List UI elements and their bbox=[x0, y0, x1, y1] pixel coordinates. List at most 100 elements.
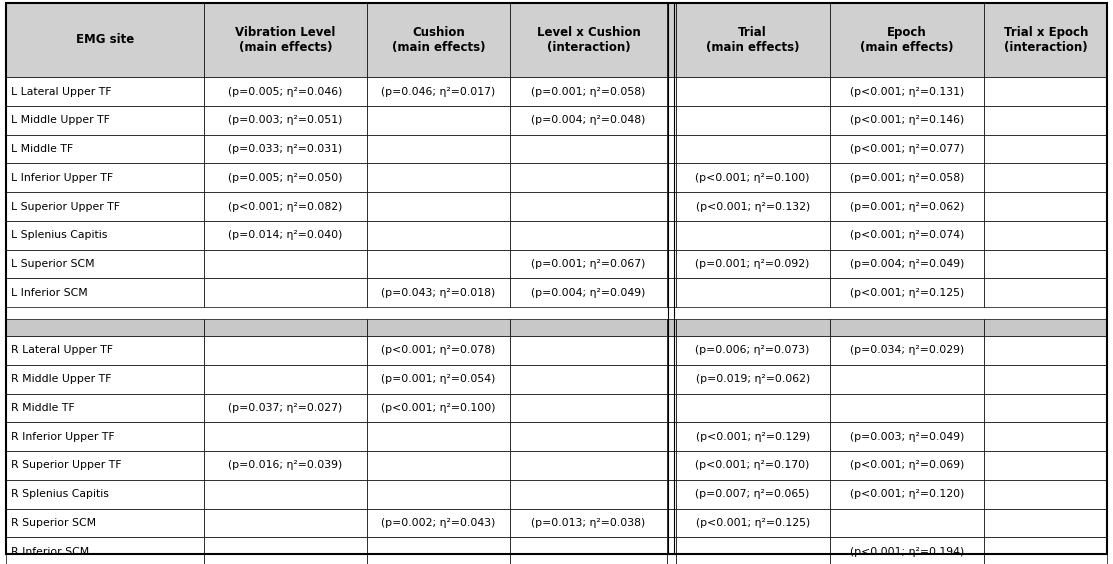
Bar bbox=[984, 250, 1107, 279]
Text: (p=0.001; η²=0.058): (p=0.001; η²=0.058) bbox=[531, 86, 646, 96]
Text: (p<0.001; η²=0.100): (p<0.001; η²=0.100) bbox=[696, 173, 810, 183]
Bar bbox=[510, 336, 667, 365]
Text: (p=0.004; η²=0.048): (p=0.004; η²=0.048) bbox=[531, 115, 646, 125]
Bar bbox=[367, 3, 510, 77]
Text: R Superior Upper TF: R Superior Upper TF bbox=[11, 460, 121, 470]
Bar bbox=[676, 77, 830, 106]
Text: L Middle TF: L Middle TF bbox=[11, 144, 73, 154]
Bar bbox=[6, 319, 204, 336]
Text: (p=0.004; η²=0.049): (p=0.004; η²=0.049) bbox=[531, 288, 646, 298]
Bar bbox=[830, 394, 984, 422]
Bar bbox=[667, 394, 676, 422]
Bar bbox=[204, 192, 367, 221]
Bar bbox=[367, 135, 510, 164]
Text: (p<0.001; η²=0.074): (p<0.001; η²=0.074) bbox=[849, 230, 964, 240]
Bar bbox=[367, 365, 510, 394]
Bar bbox=[984, 106, 1107, 135]
Bar bbox=[510, 164, 667, 192]
Text: Level x Cushion
(interaction): Level x Cushion (interaction) bbox=[536, 26, 640, 54]
Bar bbox=[367, 509, 510, 537]
Bar bbox=[204, 394, 367, 422]
Text: (p<0.001; η²=0.069): (p<0.001; η²=0.069) bbox=[849, 460, 964, 470]
Text: L Inferior Upper TF: L Inferior Upper TF bbox=[11, 173, 114, 183]
Bar bbox=[6, 480, 204, 509]
Bar bbox=[6, 77, 204, 106]
Bar bbox=[367, 221, 510, 250]
Bar bbox=[204, 250, 367, 279]
Bar bbox=[830, 279, 984, 307]
Bar bbox=[830, 192, 984, 221]
Bar bbox=[676, 192, 830, 221]
Bar bbox=[367, 537, 510, 564]
Text: (p<0.001; η²=0.194): (p<0.001; η²=0.194) bbox=[849, 547, 964, 557]
Text: (p=0.003; η²=0.049): (p=0.003; η²=0.049) bbox=[849, 431, 964, 442]
Text: (p=0.019; η²=0.062): (p=0.019; η²=0.062) bbox=[696, 374, 810, 384]
Text: (p=0.046; η²=0.017): (p=0.046; η²=0.017) bbox=[382, 86, 495, 96]
Bar bbox=[204, 135, 367, 164]
Bar bbox=[667, 451, 676, 480]
Text: (p<0.001; η²=0.077): (p<0.001; η²=0.077) bbox=[849, 144, 964, 154]
Bar bbox=[204, 509, 367, 537]
Text: R Superior SCM: R Superior SCM bbox=[11, 518, 96, 528]
Text: (p=0.033; η²=0.031): (p=0.033; η²=0.031) bbox=[228, 144, 343, 154]
Text: (p=0.002; η²=0.043): (p=0.002; η²=0.043) bbox=[382, 518, 495, 528]
Bar bbox=[204, 422, 367, 451]
Bar bbox=[667, 336, 676, 365]
Text: R Inferior Upper TF: R Inferior Upper TF bbox=[11, 431, 115, 442]
Text: (p=0.001; η²=0.092): (p=0.001; η²=0.092) bbox=[696, 259, 810, 269]
Bar bbox=[510, 509, 667, 537]
Bar bbox=[367, 77, 510, 106]
Bar bbox=[676, 480, 830, 509]
Bar bbox=[6, 394, 204, 422]
Bar bbox=[6, 365, 204, 394]
Bar bbox=[830, 164, 984, 192]
Bar bbox=[6, 422, 204, 451]
Bar bbox=[204, 221, 367, 250]
Bar bbox=[510, 106, 667, 135]
Text: R Splenius Capitis: R Splenius Capitis bbox=[11, 489, 109, 499]
Bar bbox=[6, 537, 204, 564]
Bar bbox=[830, 451, 984, 480]
Text: (p<0.001; η²=0.120): (p<0.001; η²=0.120) bbox=[849, 489, 964, 499]
Bar bbox=[667, 192, 676, 221]
Bar bbox=[510, 221, 667, 250]
Bar bbox=[510, 365, 667, 394]
Text: (p=0.016; η²=0.039): (p=0.016; η²=0.039) bbox=[228, 460, 343, 470]
Bar bbox=[676, 221, 830, 250]
Bar bbox=[6, 106, 204, 135]
Bar bbox=[667, 221, 676, 250]
Bar bbox=[676, 250, 830, 279]
Text: (p=0.001; η²=0.058): (p=0.001; η²=0.058) bbox=[849, 173, 964, 183]
Bar bbox=[510, 451, 667, 480]
Text: (p=0.043; η²=0.018): (p=0.043; η²=0.018) bbox=[382, 288, 495, 298]
Bar bbox=[676, 164, 830, 192]
Bar bbox=[984, 192, 1107, 221]
Bar bbox=[6, 135, 204, 164]
Text: L Splenius Capitis: L Splenius Capitis bbox=[11, 230, 108, 240]
Bar bbox=[510, 77, 667, 106]
Bar bbox=[667, 135, 676, 164]
Bar bbox=[984, 537, 1107, 564]
Bar bbox=[6, 164, 204, 192]
Bar bbox=[6, 451, 204, 480]
Bar bbox=[204, 336, 367, 365]
Bar bbox=[667, 164, 676, 192]
Bar bbox=[830, 3, 984, 77]
Text: (p=0.034; η²=0.029): (p=0.034; η²=0.029) bbox=[849, 345, 964, 355]
Bar bbox=[667, 77, 676, 106]
Bar bbox=[830, 77, 984, 106]
Text: (p=0.005; η²=0.046): (p=0.005; η²=0.046) bbox=[228, 86, 343, 96]
Bar bbox=[984, 480, 1107, 509]
Bar bbox=[667, 279, 676, 307]
Text: (p=0.006; η²=0.073): (p=0.006; η²=0.073) bbox=[696, 345, 810, 355]
Bar bbox=[510, 135, 667, 164]
Bar bbox=[667, 319, 676, 336]
Text: R Inferior SCM: R Inferior SCM bbox=[11, 547, 89, 557]
Text: Vibration Level
(main effects): Vibration Level (main effects) bbox=[235, 26, 336, 54]
Bar bbox=[510, 279, 667, 307]
Text: L Superior SCM: L Superior SCM bbox=[11, 259, 95, 269]
Text: R Middle Upper TF: R Middle Upper TF bbox=[11, 374, 111, 384]
Bar bbox=[367, 250, 510, 279]
Bar bbox=[984, 336, 1107, 365]
Text: L Lateral Upper TF: L Lateral Upper TF bbox=[11, 86, 111, 96]
